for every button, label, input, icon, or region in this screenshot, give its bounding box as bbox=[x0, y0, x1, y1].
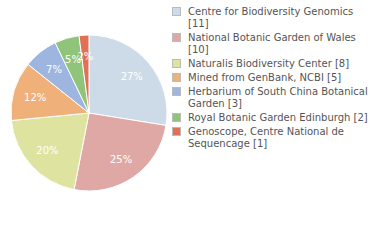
html-text:National Botanic Garden of Wal: National Botanic Garden of Wales [10] bbox=[188, 32, 356, 55]
svg-text:27%: 27% bbox=[121, 71, 143, 82]
html-text:Naturalis Biodiversity Center: Naturalis Biodiversity Center [8] bbox=[188, 58, 350, 69]
svg-text:7%: 7% bbox=[46, 64, 62, 75]
svg-text:12%: 12% bbox=[24, 92, 46, 103]
html-text:Mined from GenBank, NCBI [5]: Mined from GenBank, NCBI [5] bbox=[188, 72, 342, 83]
html-text:Herbarium of South China Botan: Herbarium of South China Botanical Garde… bbox=[188, 86, 368, 109]
svg-text:25%: 25% bbox=[110, 154, 132, 165]
html-text:Centre for Biodiversity Genomi: Centre for Biodiversity Genomics [11] bbox=[188, 6, 354, 29]
svg-text:5%: 5% bbox=[65, 53, 81, 65]
svg-text:2%: 2% bbox=[77, 51, 93, 62]
svg-text:20%: 20% bbox=[36, 145, 58, 156]
html-text:Royal Botanic Garden Edinburgh: Royal Botanic Garden Edinburgh [2] bbox=[188, 112, 368, 123]
html-text:Genoscope, Centre National de: Genoscope, Centre National de Sequencage… bbox=[188, 126, 344, 149]
